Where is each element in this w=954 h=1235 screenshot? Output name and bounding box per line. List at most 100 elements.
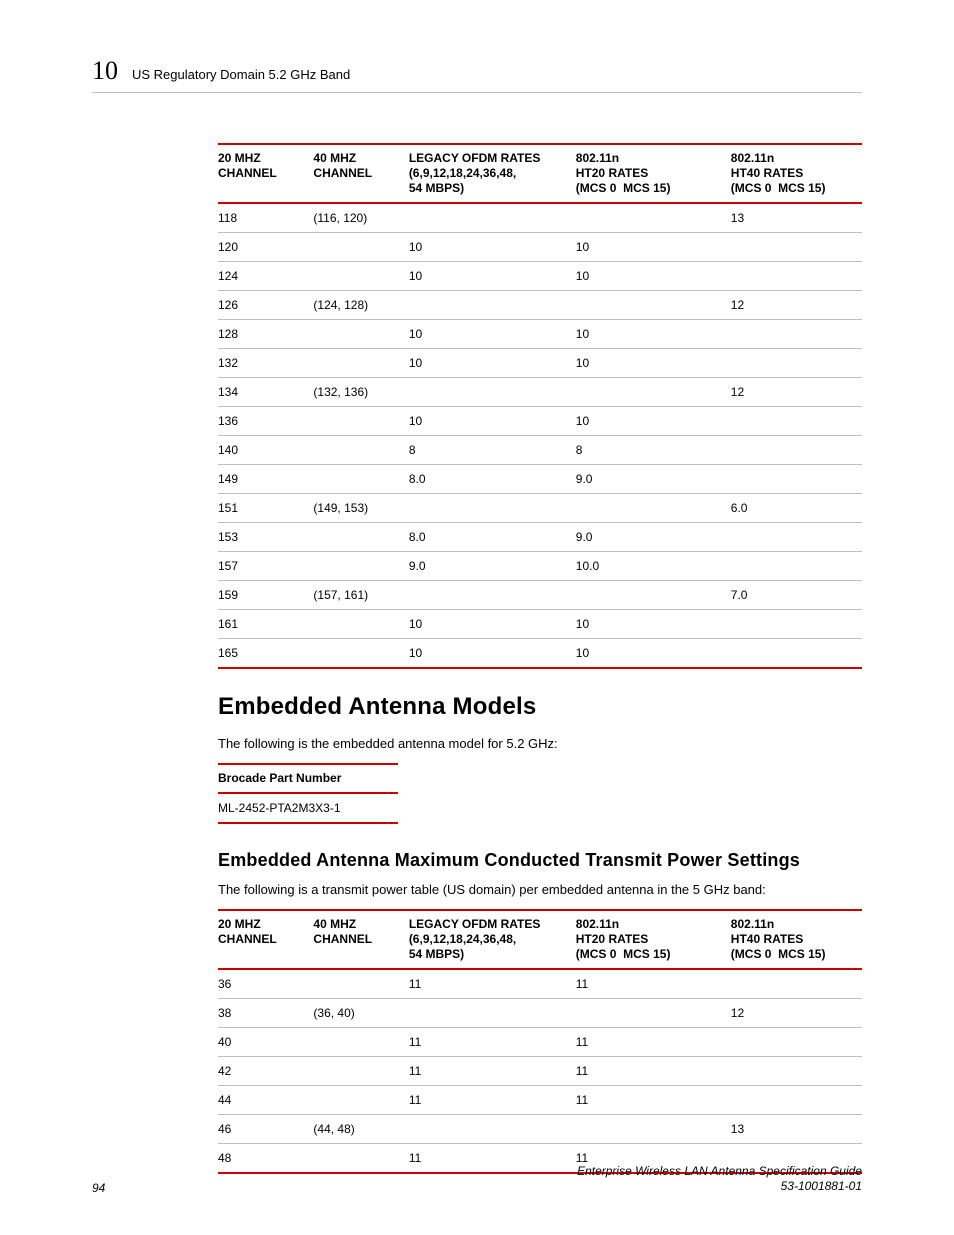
t1-cell [313, 349, 408, 378]
t1-cell: 10 [576, 349, 731, 378]
t1-cell: 126 [218, 291, 313, 320]
t2-cell: 11 [576, 1057, 731, 1086]
t2-cell: 11 [409, 969, 576, 999]
t1-cell: 12 [731, 291, 862, 320]
t2-cell: (36, 40) [313, 999, 408, 1028]
channel-table-1: 20 MHZCHANNEL 40 MHZCHANNEL LEGACY OFDM … [218, 143, 862, 669]
t1-cell [731, 407, 862, 436]
t1-cell: 10 [576, 610, 731, 639]
t1-cell: 149 [218, 465, 313, 494]
footer-doc-id: 53-1001881-01 [577, 1179, 862, 1195]
table-row: 159(157, 161)7.0 [218, 581, 862, 610]
table-row: 1281010 [218, 320, 862, 349]
t1-cell: 136 [218, 407, 313, 436]
t1-cell [409, 494, 576, 523]
t1-cell [731, 465, 862, 494]
t1-cell [731, 639, 862, 669]
t1-cell [731, 436, 862, 465]
t1-cell: 7.0 [731, 581, 862, 610]
t1-cell: (116, 120) [313, 203, 408, 233]
t1-col-4: 802.11nHT40 RATES(MCS 0 MCS 15) [731, 144, 862, 203]
t1-cell: 10 [409, 407, 576, 436]
page-header: 10 US Regulatory Domain 5.2 GHz Band [92, 56, 862, 93]
t1-cell [409, 203, 576, 233]
table-row: 1538.09.0 [218, 523, 862, 552]
table-row: 126(124, 128)12 [218, 291, 862, 320]
table-row: 1201010 [218, 233, 862, 262]
t1-cell: 161 [218, 610, 313, 639]
t1-cell [313, 407, 408, 436]
t1-cell [731, 610, 862, 639]
t2-cell [409, 1115, 576, 1144]
t1-cell: 8 [576, 436, 731, 465]
t1-cell [313, 610, 408, 639]
t2-cell [731, 1086, 862, 1115]
t2-cell: 11 [409, 1028, 576, 1057]
t1-cell: 153 [218, 523, 313, 552]
t1-cell: 165 [218, 639, 313, 669]
t2-cell [731, 969, 862, 999]
t2-cell: 40 [218, 1028, 313, 1057]
t1-cell [313, 436, 408, 465]
t2-cell: 11 [409, 1086, 576, 1115]
t1-cell: 140 [218, 436, 313, 465]
t1-cell: 10 [576, 233, 731, 262]
t1-cell [731, 320, 862, 349]
footer-page-number: 94 [92, 1181, 105, 1195]
t1-cell: (149, 153) [313, 494, 408, 523]
t2-col-1: 40 MHZCHANNEL [313, 910, 408, 969]
footer-doc-title: Enterprise Wireless LAN Antenna Specific… [577, 1164, 862, 1180]
t1-cell: 10 [409, 262, 576, 291]
table-row: 134(132, 136)12 [218, 378, 862, 407]
table-row: 151(149, 153)6.0 [218, 494, 862, 523]
page-content: 20 MHZCHANNEL 40 MHZCHANNEL LEGACY OFDM … [92, 143, 862, 1174]
channel-table-2: 20 MHZCHANNEL 40 MHZCHANNEL LEGACY OFDM … [218, 909, 862, 1174]
t1-cell [731, 349, 862, 378]
t1-cell [313, 320, 408, 349]
t2-col-4: 802.11nHT40 RATES(MCS 0 MCS 15) [731, 910, 862, 969]
table-row: 401111 [218, 1028, 862, 1057]
t1-cell [576, 378, 731, 407]
table-row: 1498.09.0 [218, 465, 862, 494]
t2-cell: 12 [731, 999, 862, 1028]
t1-cell: (157, 161) [313, 581, 408, 610]
page: 10 US Regulatory Domain 5.2 GHz Band 20 … [0, 0, 954, 1235]
t1-cell: 157 [218, 552, 313, 581]
t1-cell: 120 [218, 233, 313, 262]
t1-cell: 124 [218, 262, 313, 291]
t1-cell: 10 [576, 320, 731, 349]
t2-cell [313, 1028, 408, 1057]
t1-col-2: LEGACY OFDM RATES(6,9,12,18,24,36,48,54 … [409, 144, 576, 203]
table-row: 421111 [218, 1057, 862, 1086]
t2-cell: 36 [218, 969, 313, 999]
t1-cell: 10 [576, 407, 731, 436]
table-row: 136 1010 [218, 407, 862, 436]
t1-cell: 8.0 [409, 465, 576, 494]
heading-embedded-antenna-models: Embedded Antenna Models [218, 693, 862, 721]
t1-cell: 10 [576, 639, 731, 669]
t2-cell: 46 [218, 1115, 313, 1144]
t1-cell [313, 552, 408, 581]
t1-cell [576, 494, 731, 523]
table-row: 157 9.010.0 [218, 552, 862, 581]
section-number: 10 [92, 56, 118, 86]
t1-cell [576, 581, 731, 610]
t2-cell [409, 999, 576, 1028]
table-row: 441111 [218, 1086, 862, 1115]
table-row: 1611010 [218, 610, 862, 639]
t2-col-3: 802.11nHT20 RATES(MCS 0 MCS 15) [576, 910, 731, 969]
t1-cell: 10.0 [576, 552, 731, 581]
t1-cell: 132 [218, 349, 313, 378]
t1-cell: 12 [731, 378, 862, 407]
t1-col-1: 40 MHZCHANNEL [313, 144, 408, 203]
t1-cell: 151 [218, 494, 313, 523]
t1-cell: (132, 136) [313, 378, 408, 407]
t2-cell: 38 [218, 999, 313, 1028]
table-row: 14088 [218, 436, 862, 465]
t1-cell: 9.0 [409, 552, 576, 581]
t1-cell: 10 [409, 320, 576, 349]
t2-cell [313, 1086, 408, 1115]
t1-cell: 9.0 [576, 523, 731, 552]
t1-cell [731, 262, 862, 291]
t2-cell: 11 [576, 1086, 731, 1115]
